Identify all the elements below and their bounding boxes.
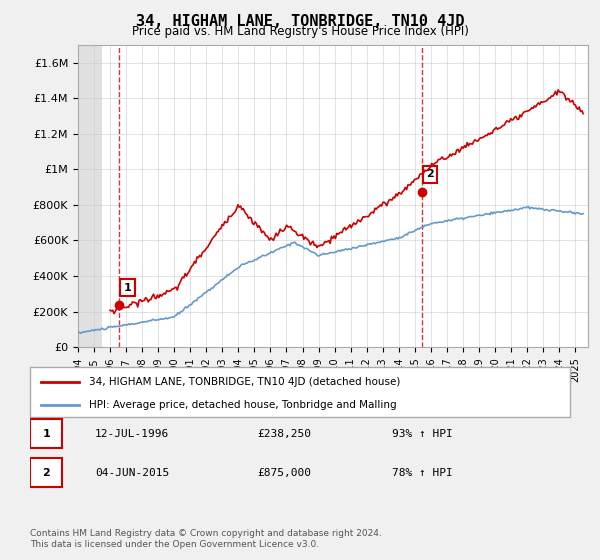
Text: 78% ↑ HPI: 78% ↑ HPI: [392, 468, 452, 478]
Text: Contains HM Land Registry data © Crown copyright and database right 2024.
This d: Contains HM Land Registry data © Crown c…: [30, 529, 382, 549]
Text: 2: 2: [43, 468, 50, 478]
FancyBboxPatch shape: [30, 367, 570, 417]
Text: 04-JUN-2015: 04-JUN-2015: [95, 468, 169, 478]
Text: 12-JUL-1996: 12-JUL-1996: [95, 429, 169, 439]
Text: £875,000: £875,000: [257, 468, 311, 478]
FancyBboxPatch shape: [30, 458, 62, 487]
FancyBboxPatch shape: [30, 419, 62, 448]
Text: 34, HIGHAM LANE, TONBRIDGE, TN10 4JD (detached house): 34, HIGHAM LANE, TONBRIDGE, TN10 4JD (de…: [89, 377, 401, 387]
Text: Price paid vs. HM Land Registry's House Price Index (HPI): Price paid vs. HM Land Registry's House …: [131, 25, 469, 38]
Text: 1: 1: [124, 283, 131, 292]
Text: 2: 2: [427, 169, 434, 179]
Text: HPI: Average price, detached house, Tonbridge and Malling: HPI: Average price, detached house, Tonb…: [89, 400, 397, 409]
Text: £238,250: £238,250: [257, 429, 311, 439]
Text: 34, HIGHAM LANE, TONBRIDGE, TN10 4JD: 34, HIGHAM LANE, TONBRIDGE, TN10 4JD: [136, 14, 464, 29]
Text: 93% ↑ HPI: 93% ↑ HPI: [392, 429, 452, 439]
Text: 1: 1: [43, 429, 50, 439]
Bar: [78, 45, 102, 347]
